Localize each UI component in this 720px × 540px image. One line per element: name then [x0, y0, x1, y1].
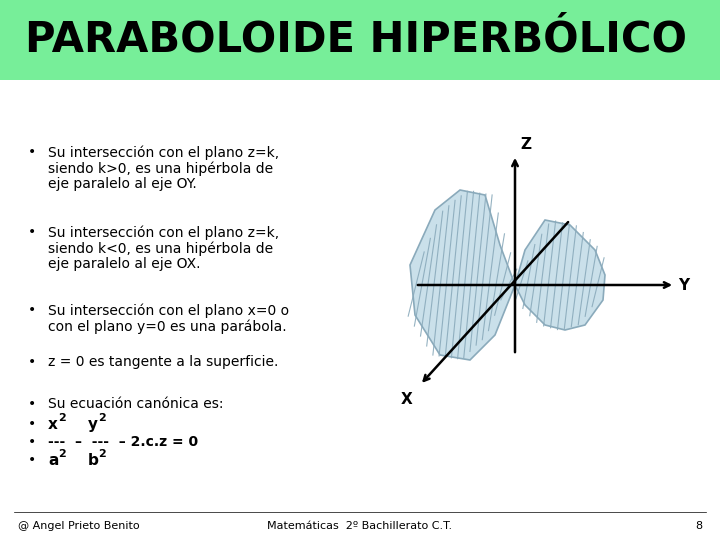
Text: •: • — [28, 145, 36, 159]
Polygon shape — [515, 220, 605, 330]
Text: •: • — [28, 303, 36, 317]
Text: Y: Y — [678, 278, 689, 293]
Text: •: • — [28, 225, 36, 239]
Text: Z: Z — [520, 137, 531, 152]
Text: •: • — [28, 355, 36, 369]
Text: y: y — [88, 417, 98, 432]
Text: Su intersección con el plano z=k,: Su intersección con el plano z=k, — [48, 225, 279, 240]
Text: Su ecuación canónica es:: Su ecuación canónica es: — [48, 397, 223, 411]
Polygon shape — [410, 190, 515, 360]
Text: 2: 2 — [98, 413, 106, 423]
Text: 2: 2 — [98, 449, 106, 459]
Text: eje paralelo al eje OX.: eje paralelo al eje OX. — [48, 257, 200, 271]
Text: 2: 2 — [58, 449, 66, 459]
Text: Su intersección con el plano z=k,: Su intersección con el plano z=k, — [48, 145, 279, 159]
Text: con el plano y=0 es una parábola.: con el plano y=0 es una parábola. — [48, 319, 287, 334]
Text: •: • — [28, 417, 36, 431]
Text: 2: 2 — [58, 413, 66, 423]
Text: •: • — [28, 397, 36, 411]
Text: z = 0 es tangente a la superficie.: z = 0 es tangente a la superficie. — [48, 355, 279, 369]
Text: 8: 8 — [695, 521, 702, 531]
Text: •: • — [28, 453, 36, 467]
Text: Matemáticas  2º Bachillerato C.T.: Matemáticas 2º Bachillerato C.T. — [267, 521, 453, 531]
Text: a: a — [48, 453, 58, 468]
Text: •: • — [28, 435, 36, 449]
Text: b: b — [88, 453, 99, 468]
Text: siendo k<0, es una hipérbola de: siendo k<0, es una hipérbola de — [48, 241, 273, 255]
Text: PARABOLOIDE HIPERBÓLICO: PARABOLOIDE HIPERBÓLICO — [25, 19, 687, 61]
Bar — [0, 0, 720, 80]
Text: ---  –  ---  – 2.c.z = 0: --- – --- – 2.c.z = 0 — [48, 435, 198, 449]
Text: @ Angel Prieto Benito: @ Angel Prieto Benito — [18, 521, 140, 531]
Text: x: x — [48, 417, 58, 432]
Text: eje paralelo al eje OY.: eje paralelo al eje OY. — [48, 177, 197, 191]
Text: Su intersección con el plano x=0 o: Su intersección con el plano x=0 o — [48, 303, 289, 318]
Text: siendo k>0, es una hipérbola de: siendo k>0, es una hipérbola de — [48, 161, 273, 176]
Text: X: X — [400, 392, 412, 407]
